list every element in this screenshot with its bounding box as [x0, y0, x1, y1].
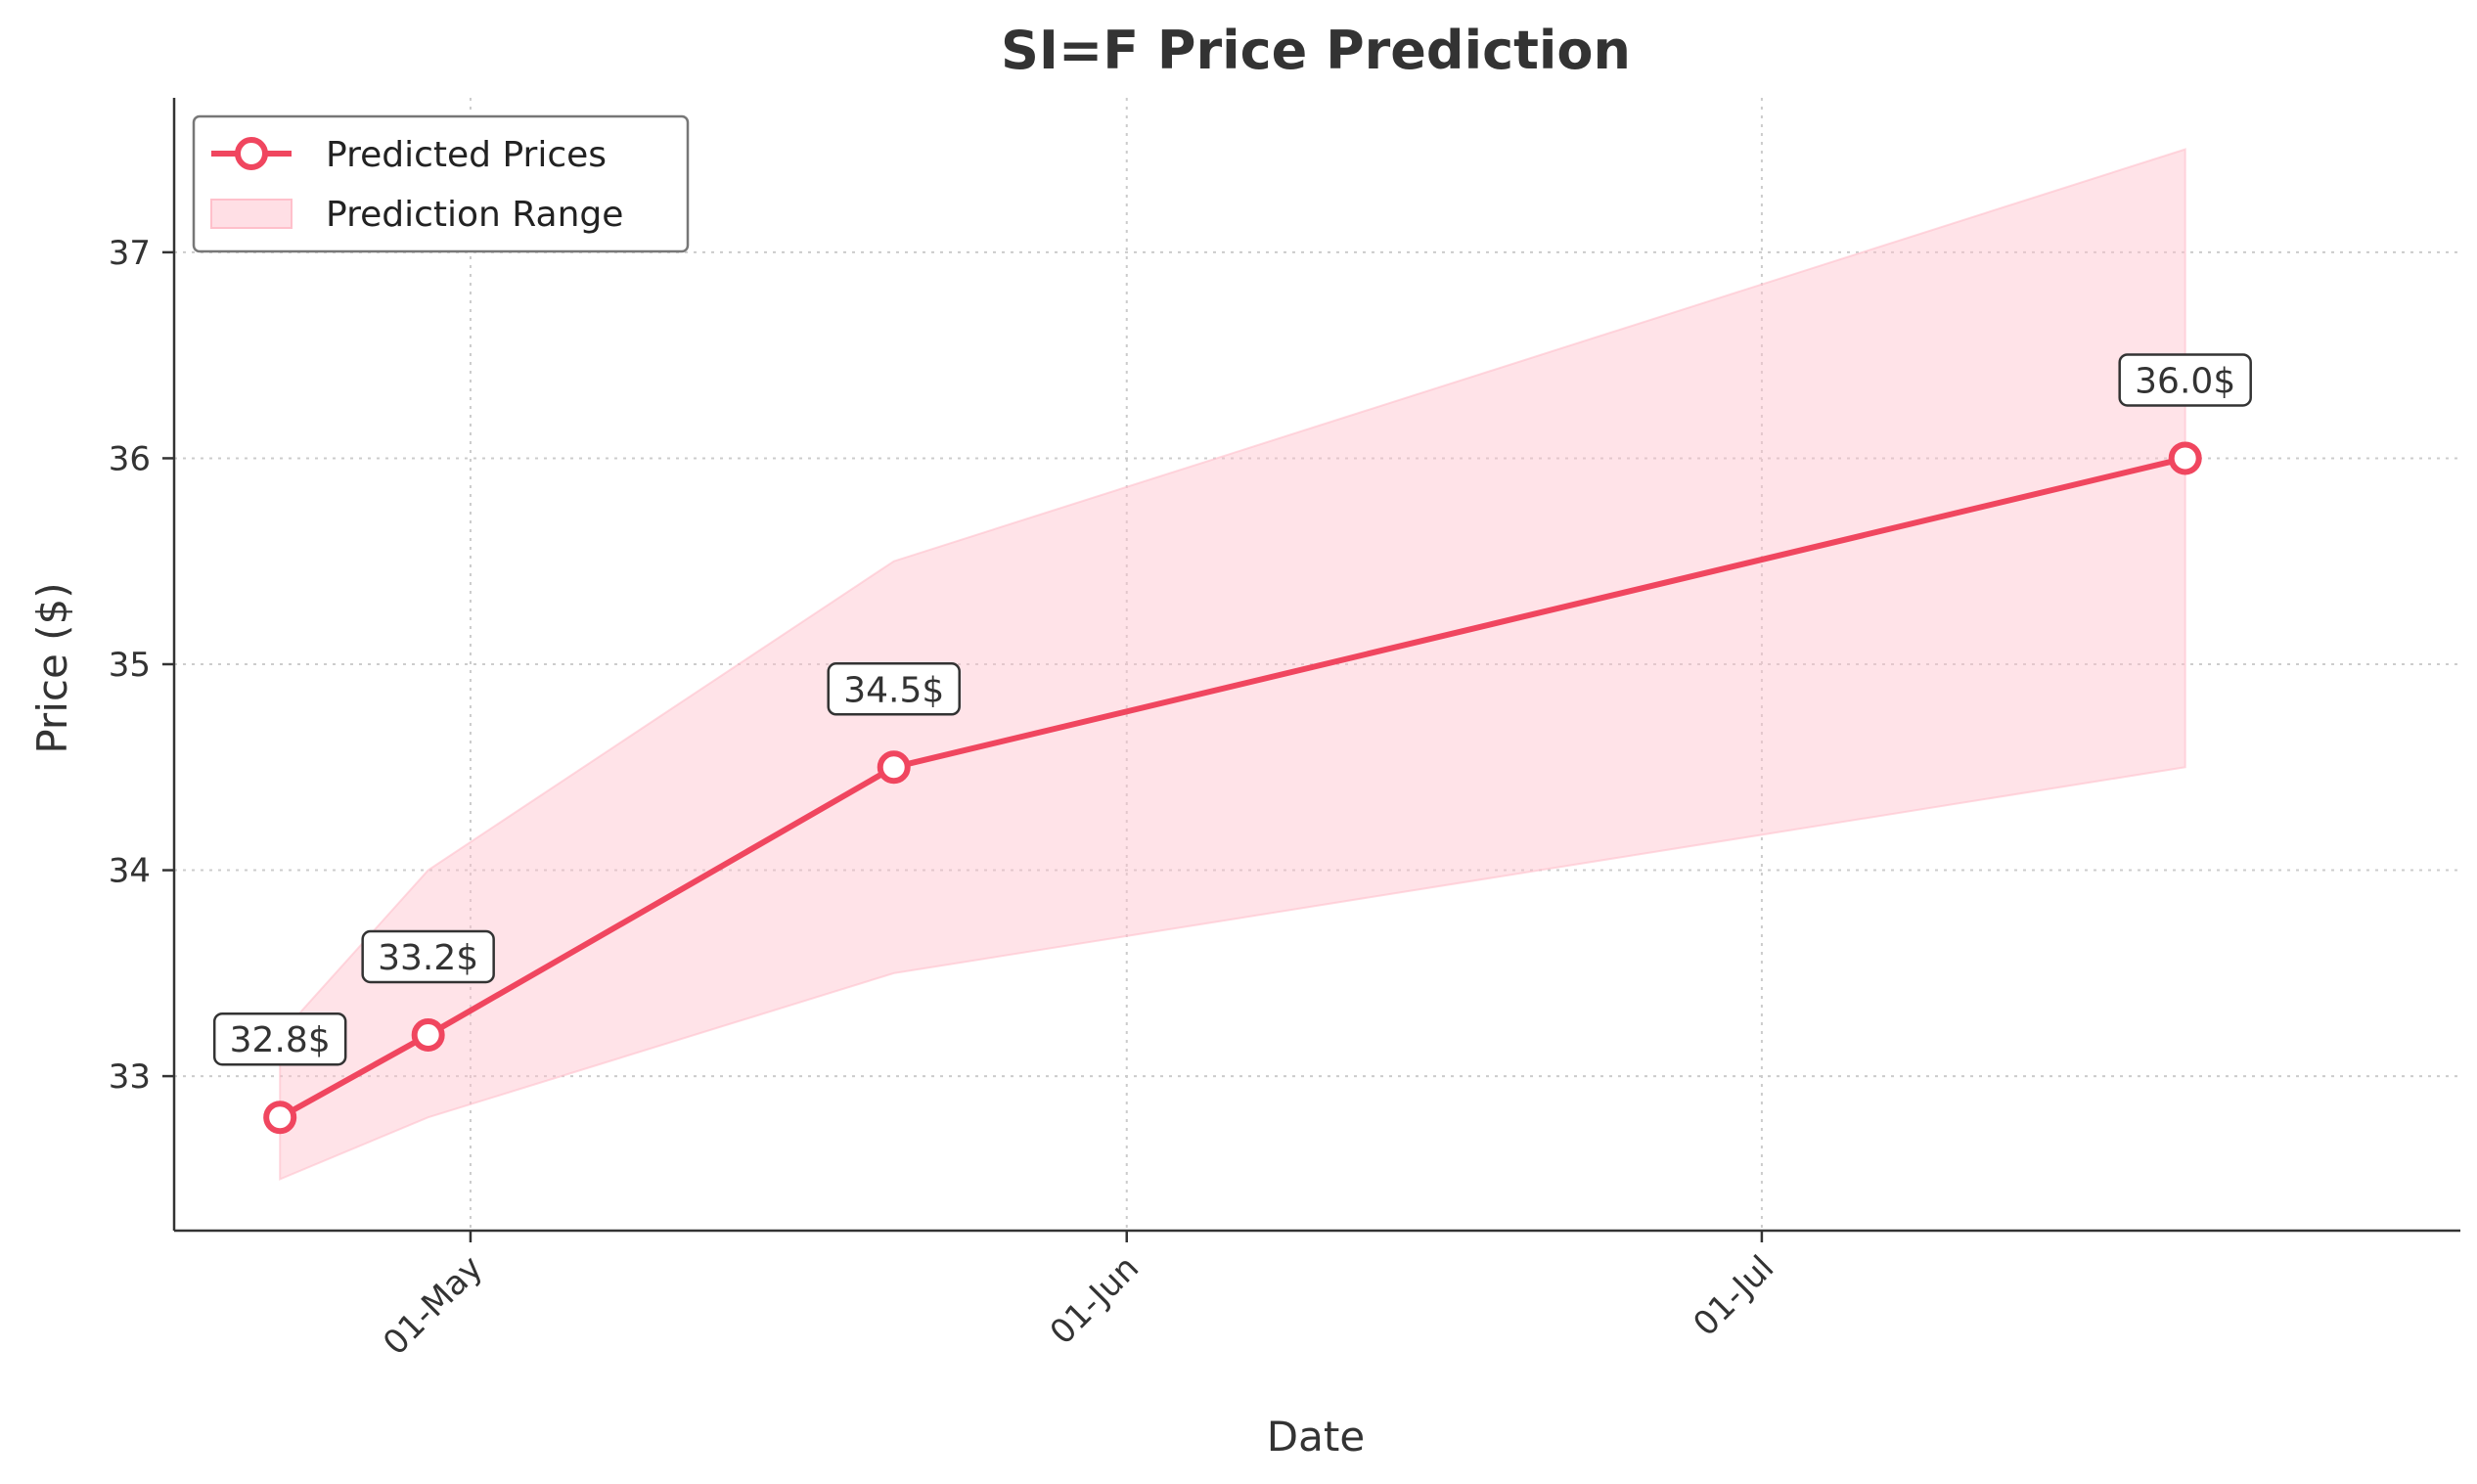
data-point-marker — [877, 750, 911, 785]
data-label: 33.2$ — [378, 938, 478, 978]
x-tick-label: 01-Jul — [1686, 1248, 1781, 1344]
y-tick-label: 37 — [109, 234, 151, 273]
legend-box — [192, 114, 690, 253]
legend-band-swatch — [210, 199, 293, 229]
x-axis-label: Date — [1267, 1413, 1365, 1461]
legend-marker-swatch — [235, 137, 268, 170]
y-tick-label: 36 — [109, 439, 151, 478]
prediction-range-band — [279, 148, 2186, 1181]
y-tick-label: 34 — [109, 852, 151, 891]
data-label-box — [2118, 353, 2252, 407]
data-label: 32.8$ — [230, 1020, 331, 1060]
predicted-prices-path — [278, 455, 2186, 1120]
data-point-marker — [411, 1017, 445, 1052]
legend-label-range: Prediction Range — [326, 195, 623, 235]
data-label-box — [212, 1012, 347, 1066]
legend-label-predicted: Predicted Prices — [326, 135, 607, 175]
x-tick-label: 01-May — [376, 1248, 490, 1363]
y-axis-label: Price ($) — [28, 582, 76, 753]
legend: Predicted Prices Prediction Range — [192, 114, 690, 253]
data-label-box — [361, 929, 495, 984]
axes — [162, 98, 2460, 1242]
prediction-range-area — [279, 148, 2186, 1181]
data-label: 34.5$ — [843, 670, 944, 710]
y-tick-label: 33 — [109, 1057, 151, 1097]
x-tick-label: 01-Jun — [1043, 1248, 1147, 1352]
predicted-prices-line — [263, 441, 2202, 1135]
data-label: 36.0$ — [2135, 361, 2235, 401]
chart-title: SI=F Price Prediction — [1001, 20, 1631, 81]
data-point-marker — [2168, 441, 2202, 475]
data-labels: 32.8$ 33.2$ 34.5$ 36.0$ — [212, 353, 2252, 1066]
data-label-box — [827, 662, 961, 716]
y-tick-label: 35 — [109, 646, 151, 685]
data-point-marker — [263, 1101, 297, 1135]
